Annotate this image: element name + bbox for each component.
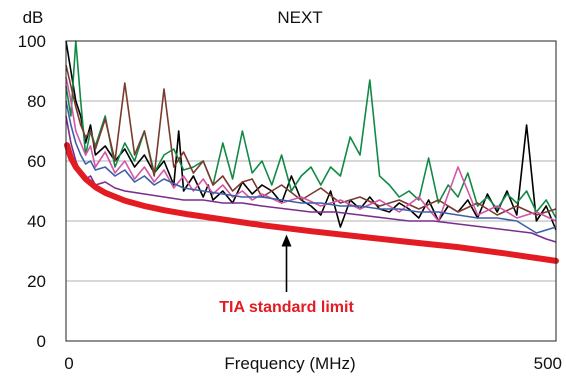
series-line-purple bbox=[65, 115, 557, 243]
y-axis-label: dB bbox=[23, 8, 44, 27]
y-tick-label-80: 80 bbox=[27, 92, 46, 111]
x-tick-label-500: 500 bbox=[534, 354, 562, 373]
x-tick-labels: 0 500 bbox=[64, 354, 562, 373]
y-tick-label-60: 60 bbox=[27, 152, 46, 171]
plot-frame bbox=[65, 40, 557, 342]
series-lines bbox=[64, 40, 559, 264]
y-tick-label-100: 100 bbox=[18, 32, 46, 51]
grid bbox=[66, 100, 556, 282]
x-tick-label-0: 0 bbox=[64, 354, 73, 373]
y-tick-labels: 0 20 40 60 80 100 bbox=[18, 32, 46, 351]
limit-annotation: TIA standard limit bbox=[219, 299, 354, 316]
x-axis-label: Frequency (MHz) bbox=[224, 354, 355, 373]
annotation-arrow-head bbox=[281, 234, 292, 247]
y-tick-label-0: 0 bbox=[37, 332, 46, 351]
annotation-arrow bbox=[281, 234, 292, 292]
y-tick-label-20: 20 bbox=[27, 272, 46, 291]
series-line-blue bbox=[65, 100, 557, 234]
series-line-green bbox=[65, 40, 557, 219]
y-tick-label-40: 40 bbox=[27, 212, 46, 231]
limit-line bbox=[64, 142, 559, 264]
series-line-brown bbox=[65, 64, 557, 216]
series-line-pink bbox=[65, 76, 557, 222]
chart-title: NEXT bbox=[277, 8, 322, 27]
